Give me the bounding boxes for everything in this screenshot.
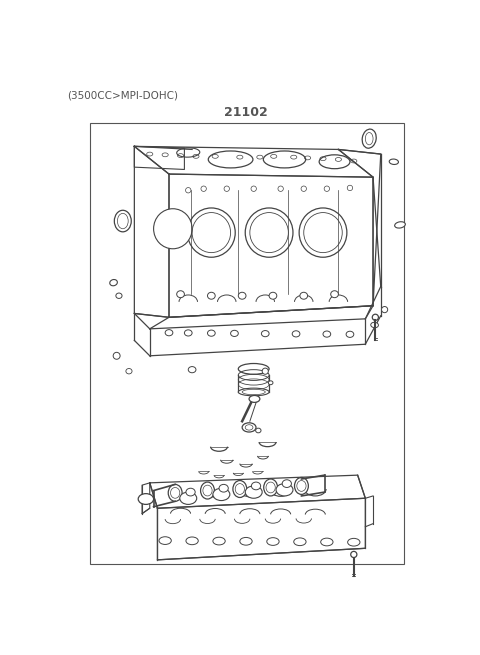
- Ellipse shape: [299, 208, 347, 257]
- Ellipse shape: [207, 330, 215, 336]
- Ellipse shape: [262, 368, 268, 374]
- Ellipse shape: [138, 494, 154, 504]
- Ellipse shape: [188, 208, 235, 257]
- Ellipse shape: [207, 292, 215, 299]
- Ellipse shape: [233, 481, 247, 498]
- Ellipse shape: [346, 331, 354, 337]
- Text: (3500CC>MPI-DOHC): (3500CC>MPI-DOHC): [67, 91, 179, 101]
- Ellipse shape: [256, 428, 261, 433]
- Ellipse shape: [114, 210, 131, 232]
- Ellipse shape: [295, 477, 308, 495]
- Ellipse shape: [262, 331, 269, 337]
- Ellipse shape: [269, 292, 277, 299]
- Ellipse shape: [116, 293, 122, 299]
- Ellipse shape: [249, 396, 260, 402]
- Ellipse shape: [321, 538, 333, 546]
- Ellipse shape: [362, 129, 376, 148]
- Ellipse shape: [371, 322, 378, 328]
- Ellipse shape: [110, 280, 118, 286]
- Ellipse shape: [113, 352, 120, 359]
- Text: 21102: 21102: [224, 105, 268, 119]
- Ellipse shape: [331, 291, 338, 297]
- Ellipse shape: [186, 537, 198, 545]
- Ellipse shape: [159, 536, 171, 544]
- Ellipse shape: [242, 422, 256, 432]
- Ellipse shape: [238, 292, 246, 299]
- Ellipse shape: [201, 482, 215, 499]
- Ellipse shape: [300, 292, 308, 299]
- Ellipse shape: [351, 552, 357, 557]
- Ellipse shape: [382, 307, 388, 312]
- Ellipse shape: [184, 330, 192, 336]
- Ellipse shape: [245, 486, 262, 498]
- Ellipse shape: [348, 538, 360, 546]
- Ellipse shape: [276, 483, 293, 496]
- Ellipse shape: [389, 159, 398, 164]
- Ellipse shape: [188, 367, 196, 373]
- Ellipse shape: [180, 492, 197, 504]
- Ellipse shape: [168, 485, 182, 501]
- Ellipse shape: [395, 222, 405, 228]
- Ellipse shape: [323, 331, 331, 337]
- Ellipse shape: [264, 479, 277, 496]
- Ellipse shape: [230, 330, 238, 337]
- Ellipse shape: [213, 537, 225, 545]
- Ellipse shape: [238, 388, 269, 396]
- Ellipse shape: [245, 208, 293, 257]
- Ellipse shape: [238, 364, 269, 374]
- Ellipse shape: [292, 331, 300, 337]
- Ellipse shape: [252, 482, 261, 490]
- Ellipse shape: [282, 479, 291, 487]
- Bar: [90, 123, 404, 564]
- Ellipse shape: [165, 329, 173, 336]
- Ellipse shape: [154, 209, 192, 249]
- Ellipse shape: [177, 291, 184, 297]
- Ellipse shape: [186, 488, 195, 496]
- Ellipse shape: [213, 488, 230, 500]
- Ellipse shape: [372, 314, 378, 320]
- Ellipse shape: [294, 538, 306, 546]
- Ellipse shape: [268, 381, 273, 384]
- Ellipse shape: [267, 538, 279, 546]
- Ellipse shape: [240, 538, 252, 545]
- Ellipse shape: [219, 485, 228, 492]
